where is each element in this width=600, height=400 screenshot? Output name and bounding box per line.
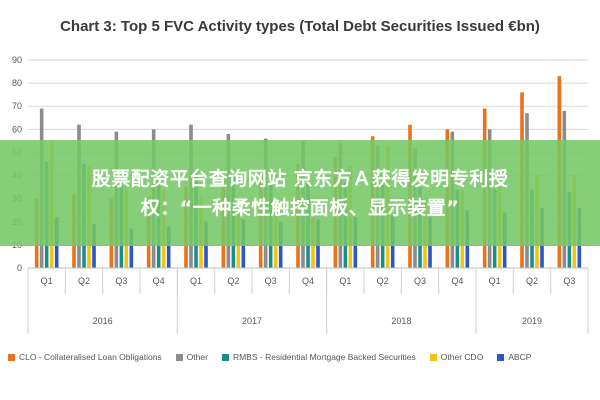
x-tick-label: Q3	[115, 276, 127, 286]
overlay-line-2: 权：“一种柔性触控面板、显示装置”	[140, 197, 460, 219]
x-tick-label: Q3	[414, 276, 426, 286]
chart-legend: CLO - Collateralised Loan Obligations Oth…	[8, 352, 598, 362]
x-tick-label: Q1	[190, 276, 202, 286]
legend-label: RMBS - Residential Mortgage Backed Secur…	[232, 352, 416, 362]
legend-swatch	[497, 353, 505, 361]
legend-item: ABCP	[497, 352, 531, 362]
legend-swatch	[8, 353, 15, 361]
legend-item: Other CDO	[429, 352, 484, 362]
x-tick-label: Q1	[41, 276, 53, 286]
x-tick-label: Q4	[451, 276, 463, 286]
overlay-line-1: 股票配资平台查询网站 京东方Ａ获得发明专利授	[91, 168, 509, 190]
chart-title: Chart 3: Top 5 FVC Activity types (Total…	[60, 18, 540, 35]
legend-item: RMBS - Residential Mortgage Backed Secur…	[221, 352, 416, 362]
bar-4	[166, 226, 171, 268]
legend-swatch	[175, 353, 183, 361]
x-tick-label: Q2	[78, 276, 90, 286]
bar-4	[129, 228, 134, 268]
legend-label: Other	[186, 352, 208, 362]
legend-label: ABCP	[508, 352, 532, 362]
y-tick-label: 90	[12, 55, 22, 65]
y-tick-label: 0	[17, 263, 22, 273]
legend-label: Other CDO	[440, 352, 484, 362]
bar-4	[92, 224, 96, 268]
overlay-banner	[0, 140, 600, 246]
legend-label: CLO - Collateralised Loan Obligations	[19, 352, 162, 362]
x-tick-label: Q4	[302, 276, 314, 286]
x-tick-label: Q1	[339, 276, 351, 286]
x-tick-label: Q2	[526, 276, 538, 286]
y-tick-label: 70	[12, 101, 22, 111]
group-label: 2016	[93, 316, 113, 326]
group-label: 2019	[522, 316, 542, 326]
legend-swatch	[429, 353, 437, 361]
y-tick-label: 60	[12, 124, 22, 134]
group-label: 2018	[391, 316, 411, 326]
legend-item: Other	[175, 352, 208, 362]
x-tick-label: Q3	[563, 276, 575, 286]
legend-swatch	[221, 353, 229, 361]
overlay-text: 股票配资平台查询网站 京东方Ａ获得发明专利授 权：“一种柔性触控面板、显示装置”	[18, 165, 582, 223]
group-label: 2017	[242, 316, 262, 326]
y-tick-label: 80	[12, 78, 22, 88]
x-tick-label: Q2	[377, 276, 389, 286]
x-tick-label: Q2	[227, 276, 239, 286]
x-tick-label: Q4	[153, 276, 165, 286]
x-tick-label: Q1	[489, 276, 501, 286]
legend-item: CLO - Collateralised Loan Obligations	[8, 352, 162, 362]
x-tick-label: Q3	[265, 276, 277, 286]
